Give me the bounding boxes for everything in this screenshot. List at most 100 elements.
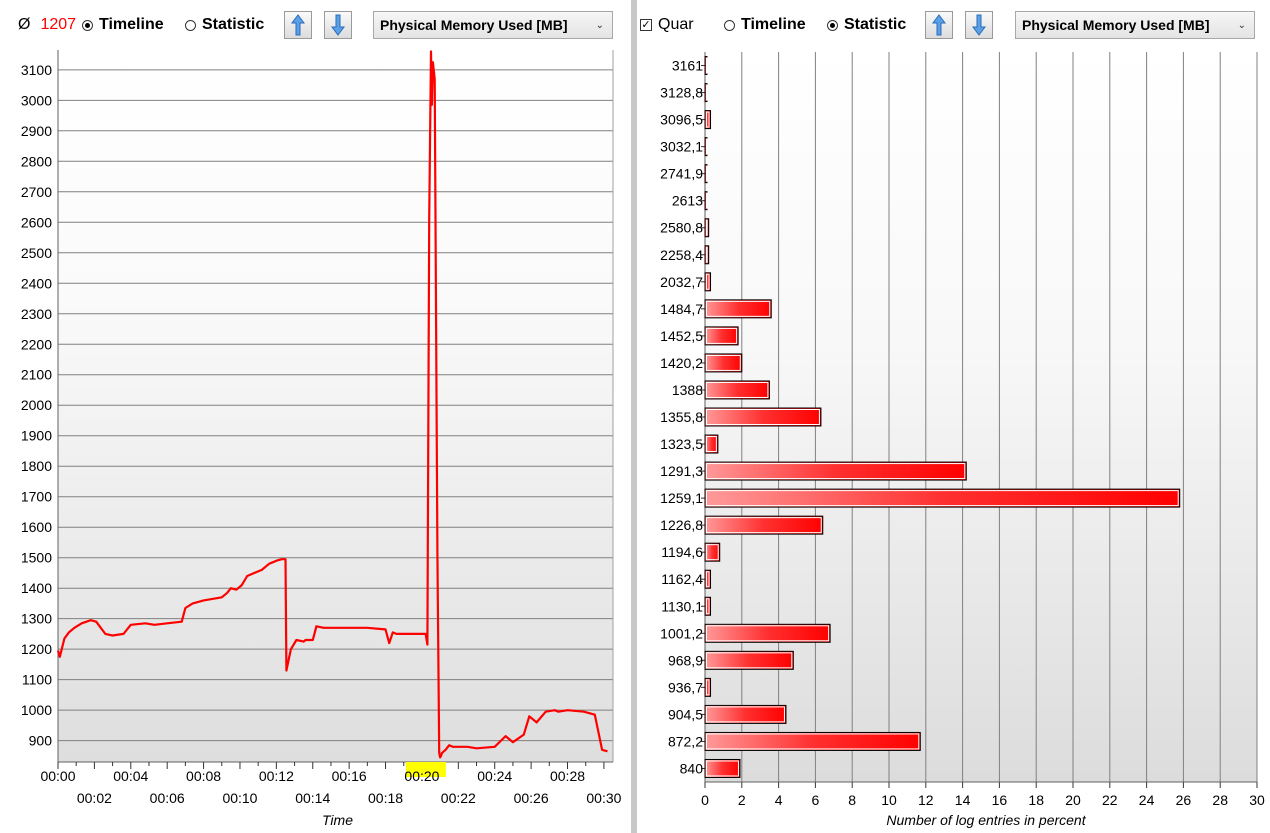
x-tick-label: 00:20 [404, 768, 439, 784]
radio-selected-icon[interactable] [827, 19, 838, 31]
y-tick-label: 3128,8 [660, 85, 703, 101]
y-tick-label: 1484,7 [660, 301, 703, 317]
bar-inner-highlight [706, 679, 710, 696]
y-tick-label: 2741,9 [660, 166, 703, 182]
bar [704, 677, 712, 697]
y-tick-label: 1355,8 [660, 409, 703, 425]
x-tick-label: 00:22 [441, 790, 476, 806]
y-tick-label: 3100 [21, 62, 52, 78]
y-tick-label: 1300 [21, 611, 52, 627]
bar [704, 542, 721, 562]
y-tick-label: 900 [29, 733, 53, 749]
statistic-chart[interactable]: 0 2 4 6 8 10 12 14 16 18 20 22 24 26 28 3031613128,8309… [637, 0, 1270, 833]
y-tick-label: 2100 [21, 367, 52, 383]
x-tick-label: 18 [1028, 792, 1044, 808]
y-tick-label: 968,9 [668, 652, 703, 668]
timeline-chart[interactable]: 900 1000 1100 1200 1300 1400 1500 1600 1700 1800 1… [0, 0, 630, 833]
arrow-down-icon [331, 14, 345, 36]
y-tick-label: 2300 [21, 306, 52, 322]
bar [704, 407, 822, 427]
bar-inner-highlight [706, 544, 719, 561]
x-tick-label: 22 [1102, 792, 1118, 808]
y-tick-label: 1323,5 [660, 436, 703, 452]
y-tick-label: 1001,2 [660, 625, 703, 641]
y-tick-label: 1200 [21, 641, 52, 657]
y-tick-label: 2400 [21, 275, 52, 291]
y-tick-label: 2200 [21, 336, 52, 352]
bar-inner-highlight [706, 436, 717, 453]
pane-splitter[interactable] [631, 0, 637, 833]
y-tick-label: 1500 [21, 550, 52, 566]
statistic-radio-right[interactable]: Statistic [827, 16, 906, 34]
arrow-up-icon [291, 14, 305, 36]
y-tick-label: 1100 [22, 672, 52, 688]
quar-checkbox[interactable]: ✓ Quar [640, 16, 694, 34]
x-tick-label: 2 [738, 792, 746, 808]
bar-inner-highlight [706, 354, 741, 371]
bar-inner-highlight [706, 571, 710, 588]
y-tick-label: 1420,2 [660, 355, 703, 371]
x-tick-label: 20 [1065, 792, 1081, 808]
timeline-radio-right[interactable]: Timeline [724, 16, 806, 34]
highlighted-tick-marker [405, 762, 446, 777]
y-tick-label: 2900 [21, 123, 52, 139]
radio-unselected-icon[interactable] [724, 19, 735, 31]
metric-select-right[interactable]: Physical Memory Used [MB] ⌄ [1015, 11, 1255, 39]
y-tick-label: 936,7 [668, 679, 703, 695]
x-tick-label: 8 [848, 792, 856, 808]
x-tick-label: 00:26 [514, 790, 549, 806]
x-tick-label: 00:16 [332, 768, 367, 784]
bar [704, 515, 824, 535]
bar [704, 623, 831, 643]
x-axis-title: Number of log entries in percent [886, 812, 1086, 828]
y-tick-label: 3161 [672, 58, 703, 74]
average-value: 1207 [40, 16, 77, 33]
move-down-button-right[interactable] [965, 11, 993, 39]
bar-inner-highlight [706, 246, 708, 263]
x-axis-title: Time [322, 812, 353, 828]
x-tick-label: 0 [701, 792, 709, 808]
x-tick-label: 28 [1212, 792, 1228, 808]
y-tick-label: 2500 [21, 245, 52, 261]
bar-inner-highlight [706, 706, 785, 723]
bar [704, 110, 712, 130]
y-tick-label: 1400 [21, 580, 52, 596]
radio-selected-icon[interactable] [82, 19, 93, 31]
checkbox-checked-icon[interactable]: ✓ [640, 19, 652, 31]
timeline-radio-left[interactable]: Timeline [82, 16, 164, 34]
arrow-up-icon [932, 14, 946, 36]
x-tick-label: 00:02 [77, 790, 112, 806]
bar-inner-highlight [706, 327, 738, 344]
x-tick-label: 16 [992, 792, 1008, 808]
y-tick-label: 1900 [21, 428, 52, 444]
radio-unselected-icon[interactable] [185, 19, 196, 31]
metric-select-left[interactable]: Physical Memory Used [MB] ⌄ [373, 11, 613, 39]
bar-inner-highlight [706, 625, 830, 642]
bar [704, 461, 967, 481]
y-tick-label: 1600 [21, 519, 52, 535]
bar [704, 488, 1181, 508]
x-tick-label: 6 [812, 792, 820, 808]
chevron-down-icon: ⌄ [595, 20, 604, 31]
x-tick-label: 00:00 [40, 768, 75, 784]
x-tick-label: 12 [918, 792, 934, 808]
timeline-radio-label: Timeline [99, 16, 164, 33]
metric-select-value: Physical Memory Used [MB] [380, 17, 568, 33]
chevron-down-icon: ⌄ [1237, 20, 1246, 31]
bar [704, 731, 921, 751]
bar-inner-highlight [706, 517, 822, 534]
x-tick-label: 00:10 [222, 790, 257, 806]
bar-inner-highlight [706, 57, 708, 74]
move-up-button-right[interactable] [925, 11, 953, 39]
bar-inner-highlight [706, 165, 708, 182]
y-tick-label: 1291,3 [660, 463, 703, 479]
statistic-radio-left[interactable]: Statistic [185, 16, 264, 34]
x-tick-label: 00:04 [113, 768, 148, 784]
bar [704, 434, 719, 454]
y-tick-label: 2000 [21, 397, 52, 413]
y-tick-label: 3096,5 [660, 112, 703, 128]
move-down-button-left[interactable] [324, 11, 352, 39]
y-tick-label: 1259,1 [660, 490, 703, 506]
move-up-button-left[interactable] [284, 11, 312, 39]
x-tick-label: 00:14 [295, 790, 330, 806]
